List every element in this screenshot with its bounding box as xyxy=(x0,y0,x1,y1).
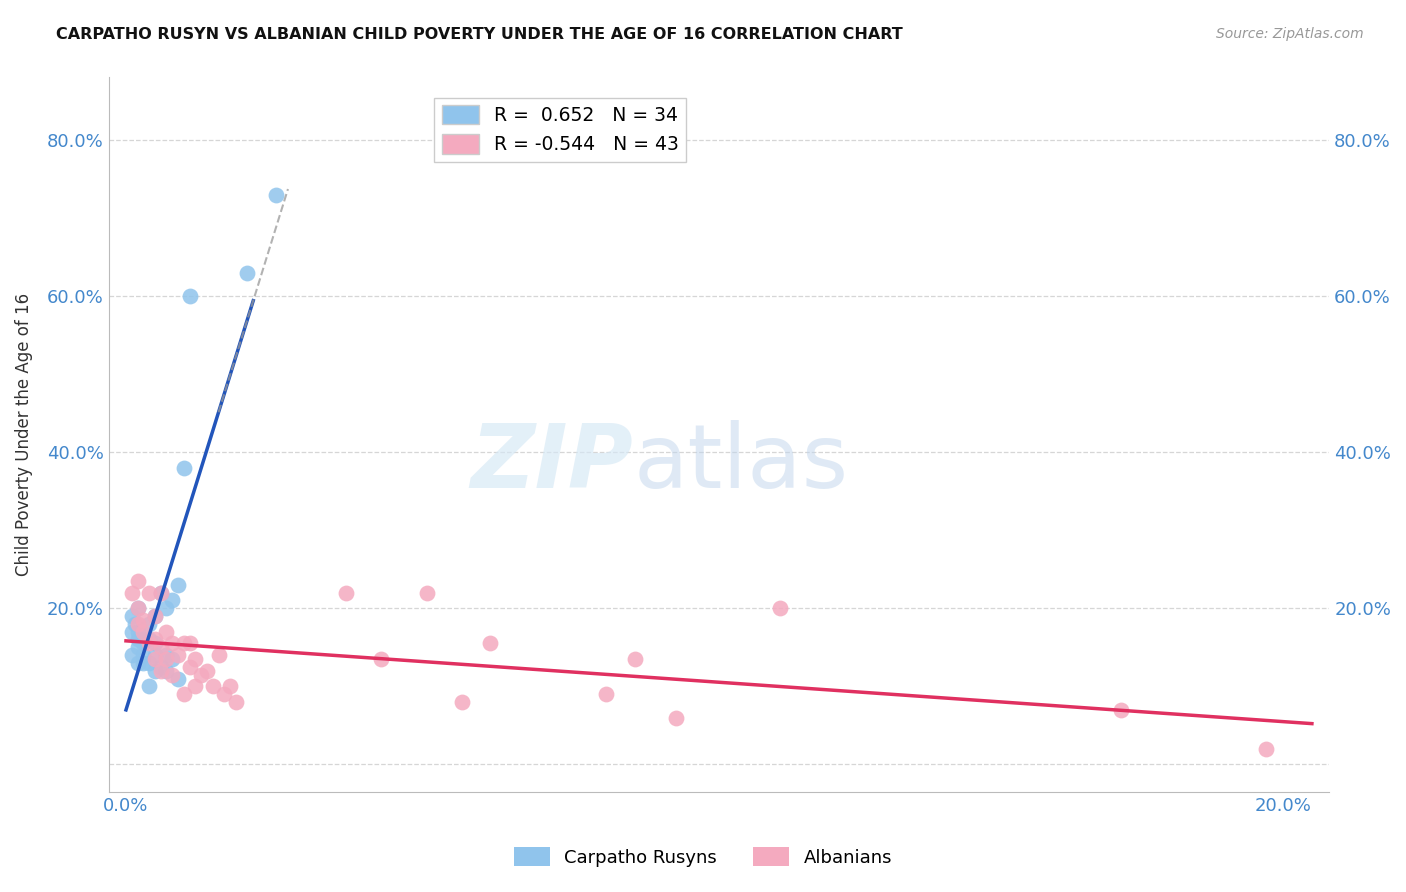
Point xyxy=(121,624,143,639)
Point xyxy=(450,695,472,709)
Point xyxy=(127,574,149,588)
Point xyxy=(207,648,229,662)
Point xyxy=(127,601,149,615)
Point xyxy=(225,695,247,709)
Point xyxy=(179,636,201,650)
Point xyxy=(173,636,195,650)
Point xyxy=(173,687,195,701)
Point xyxy=(121,585,143,599)
Point xyxy=(190,667,212,681)
Point xyxy=(143,652,166,666)
Point xyxy=(664,710,686,724)
Point xyxy=(132,648,155,662)
Point xyxy=(479,636,502,650)
Point xyxy=(201,679,224,693)
Point xyxy=(195,664,218,678)
Point xyxy=(143,632,166,647)
Point xyxy=(155,648,177,662)
Point xyxy=(173,460,195,475)
Text: Source: ZipAtlas.com: Source: ZipAtlas.com xyxy=(1216,27,1364,41)
Y-axis label: Child Poverty Under the Age of 16: Child Poverty Under the Age of 16 xyxy=(15,293,32,576)
Point xyxy=(155,652,177,666)
Point xyxy=(143,664,166,678)
Point xyxy=(149,585,172,599)
Point xyxy=(162,636,184,650)
Point xyxy=(132,636,155,650)
Point xyxy=(149,585,172,599)
Text: ZIP: ZIP xyxy=(471,419,634,507)
Point xyxy=(138,632,160,647)
Point xyxy=(132,613,155,627)
Point xyxy=(143,609,166,624)
Point xyxy=(127,656,149,670)
Point xyxy=(149,660,172,674)
Legend: R =  0.652   N = 34, R = -0.544   N = 43: R = 0.652 N = 34, R = -0.544 N = 43 xyxy=(434,97,686,161)
Point xyxy=(370,652,392,666)
Point xyxy=(138,679,160,693)
Point xyxy=(624,652,647,666)
Point xyxy=(124,616,146,631)
Point xyxy=(214,687,236,701)
Point xyxy=(416,585,439,599)
Point xyxy=(179,289,201,303)
Point xyxy=(143,609,166,624)
Point xyxy=(149,640,172,655)
Point xyxy=(127,616,149,631)
Point xyxy=(162,593,184,607)
Point xyxy=(219,679,242,693)
Point xyxy=(132,624,155,639)
Point xyxy=(162,652,184,666)
Point xyxy=(1254,741,1277,756)
Point xyxy=(143,636,166,650)
Point xyxy=(184,652,207,666)
Point xyxy=(769,601,792,615)
Point xyxy=(127,632,149,647)
Point xyxy=(595,687,617,701)
Point xyxy=(236,266,259,280)
Point xyxy=(167,648,190,662)
Text: CARPATHO RUSYN VS ALBANIAN CHILD POVERTY UNDER THE AGE OF 16 CORRELATION CHART: CARPATHO RUSYN VS ALBANIAN CHILD POVERTY… xyxy=(56,27,903,42)
Point xyxy=(127,601,149,615)
Point xyxy=(121,609,143,624)
Point xyxy=(138,585,160,599)
Point xyxy=(179,660,201,674)
Point xyxy=(132,656,155,670)
Point xyxy=(138,656,160,670)
Point xyxy=(138,616,160,631)
Point xyxy=(167,672,190,686)
Point xyxy=(127,624,149,639)
Point xyxy=(167,578,190,592)
Point xyxy=(266,187,288,202)
Point xyxy=(184,679,207,693)
Point xyxy=(132,632,155,647)
Point xyxy=(155,624,177,639)
Point xyxy=(335,585,357,599)
Point xyxy=(155,664,177,678)
Text: atlas: atlas xyxy=(634,419,849,507)
Point xyxy=(155,601,177,615)
Point xyxy=(162,667,184,681)
Point xyxy=(127,640,149,655)
Point xyxy=(1109,703,1132,717)
Point xyxy=(149,664,172,678)
Point xyxy=(121,648,143,662)
Legend: Carpatho Rusyns, Albanians: Carpatho Rusyns, Albanians xyxy=(506,840,900,874)
Point xyxy=(143,648,166,662)
Point xyxy=(138,636,160,650)
